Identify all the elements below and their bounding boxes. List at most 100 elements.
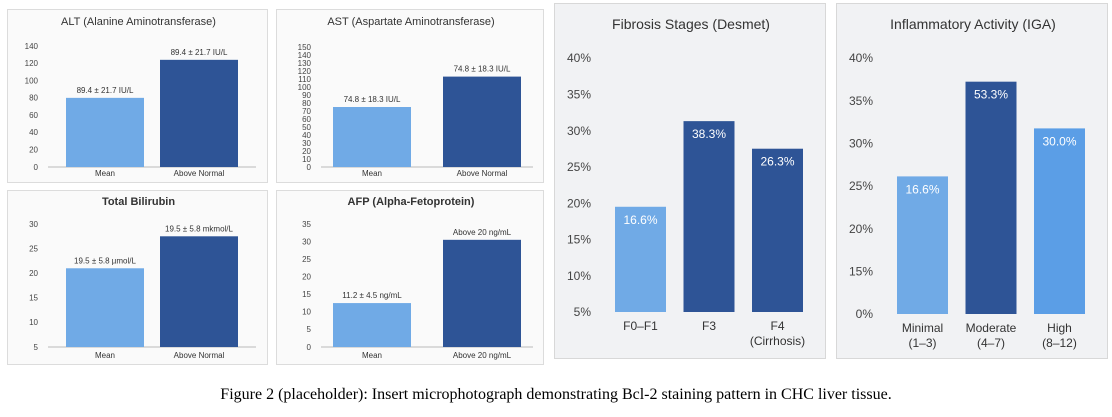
- x-category-label: F3: [702, 319, 716, 333]
- y-tick-label: 35%: [567, 87, 591, 101]
- chart-fibrosis: Fibrosis Stages (Desmet) 5% 10% 15% 20% 25% 30…: [554, 3, 826, 359]
- y-tick-label: 5: [34, 343, 39, 352]
- chart-title: ALT (Alanine Aminotransferase): [61, 16, 216, 28]
- bar: [965, 81, 1017, 315]
- bar: [333, 303, 411, 347]
- chart-afp: AFP (Alpha-Fetoprotein) 0 5 10 15 20 25 30 35 11.…: [276, 190, 544, 365]
- y-tick-label: 70: [302, 107, 311, 116]
- x-category-label: Above 20 ng/mL: [453, 351, 512, 360]
- bar: [66, 97, 144, 167]
- bar: [160, 59, 238, 168]
- y-tick-label: 20: [29, 146, 38, 155]
- bar: [615, 206, 666, 312]
- y-tick-label: 120: [298, 67, 312, 76]
- y-tick-label: 130: [298, 59, 312, 68]
- data-label: 11.2 ± 4.5 ng/mL: [342, 291, 402, 300]
- y-tick-label: 15%: [567, 233, 591, 247]
- y-tick-label: 35%: [849, 94, 873, 108]
- y-tick-label: 10%: [567, 269, 591, 283]
- y-tick-label: 50: [302, 123, 311, 132]
- y-tick-label: 0: [34, 163, 39, 172]
- y-tick-label: 40%: [849, 51, 873, 65]
- y-tick-label: 10: [29, 318, 38, 327]
- data-label: 74.8 ± 18.3 IU/L: [454, 65, 511, 74]
- chart-bilirubin-svg: Total Bilirubin 5 10 15 20 25 30 19.5 ± 5.8 µmo…: [29, 196, 256, 360]
- y-tick-label: 25%: [849, 179, 873, 193]
- figure-caption: Figure 2 (placeholder): Insert microphot…: [220, 386, 892, 403]
- data-label: Above 20 ng/mL: [453, 228, 512, 237]
- data-label: 19.5 ± 5.8 mkmol/L: [165, 224, 234, 233]
- y-tick-label: 0: [307, 163, 312, 172]
- data-label: 30.0%: [1042, 134, 1076, 148]
- x-category-label: Mean: [362, 169, 382, 178]
- y-tick-label: 20%: [567, 196, 591, 210]
- y-tick-label: 20: [29, 269, 38, 278]
- x-category-label: Moderate: [966, 321, 1017, 335]
- y-tick-label: 20%: [849, 222, 873, 236]
- y-tick-label: 0: [307, 343, 312, 352]
- chart-title: Fibrosis Stages (Desmet): [612, 16, 770, 32]
- data-label: 89.4 ± 21.7 IU/L: [171, 48, 228, 57]
- x-category-label: (Cirrhosis): [750, 334, 805, 348]
- y-tick-label: 35: [302, 220, 311, 229]
- bar: [333, 107, 411, 167]
- y-tick-label: 100: [298, 83, 312, 92]
- y-tick-label: 10: [302, 155, 311, 164]
- x-category-label: High: [1047, 321, 1072, 335]
- y-tick-label: 0%: [856, 307, 874, 321]
- x-category-label: Mean: [362, 351, 382, 360]
- data-label: 26.3%: [760, 155, 794, 169]
- x-category-label: (4–7): [977, 336, 1005, 350]
- y-tick-label: 30%: [567, 124, 591, 138]
- bar: [66, 268, 144, 347]
- chart-title: Total Bilirubin: [102, 196, 175, 208]
- chart-ast: AST (Aspartate Aminotransferase) 0 10 20 30 4…: [276, 9, 544, 183]
- y-tick-label: 15: [29, 294, 38, 303]
- y-tick-label: 40: [302, 131, 311, 140]
- y-tick-label: 40%: [567, 51, 591, 65]
- data-label: 38.3%: [692, 127, 726, 141]
- x-category-label: Minimal: [902, 321, 943, 335]
- y-tick-label: 25%: [567, 160, 591, 174]
- x-category-label: (1–3): [908, 336, 936, 350]
- bar: [752, 148, 803, 312]
- chart-inflammatory-svg: Inflammatory Activity (IGA) 0% 15% 20% 25% 30…: [849, 16, 1085, 350]
- x-category-label: F0–F1: [623, 319, 658, 333]
- chart-inflammatory: Inflammatory Activity (IGA) 0% 15% 20% 25% 30…: [836, 3, 1108, 359]
- y-tick-label: 110: [298, 75, 311, 84]
- x-category-label: F4: [770, 319, 784, 333]
- y-tick-label: 10: [302, 308, 311, 317]
- y-tick-label: 15: [302, 290, 311, 299]
- data-label: 16.6%: [623, 213, 657, 227]
- y-tick-label: 30: [29, 220, 38, 229]
- x-category-label: Above Normal: [174, 169, 225, 178]
- y-tick-label: 25: [29, 244, 38, 253]
- y-tick-label: 100: [25, 76, 39, 85]
- y-tick-label: 20: [302, 147, 311, 156]
- y-tick-label: 60: [302, 115, 311, 124]
- chart-alt-svg: ALT (Alanine Aminotransferase) 0 20 40 60 80 1…: [25, 16, 256, 178]
- chart-ast-svg: AST (Aspartate Aminotransferase) 01020304…: [298, 16, 533, 178]
- y-tick-label: 120: [25, 59, 39, 68]
- chart-title: Inflammatory Activity (IGA): [890, 16, 1056, 32]
- y-tick-label: 30: [302, 237, 311, 246]
- chart-afp-svg: AFP (Alpha-Fetoprotein) 0 5 10 15 20 25 30 35 11.…: [302, 196, 533, 360]
- data-label: 89.4 ± 21.7 IU/L: [77, 86, 134, 95]
- y-tick-label: 5: [307, 325, 312, 334]
- y-tick-label: 80: [302, 99, 311, 108]
- y-tick-label: 30: [302, 139, 311, 148]
- y-tick-label: 150: [298, 43, 312, 52]
- y-tick-label: 80: [29, 94, 38, 103]
- bar: [443, 76, 521, 167]
- y-tick-label: 40: [29, 128, 38, 137]
- data-label: 74.8 ± 18.3 IU/L: [344, 95, 401, 104]
- chart-alt: ALT (Alanine Aminotransferase) 0 20 40 60 80 1…: [7, 9, 268, 183]
- x-category-label: (8–12): [1042, 336, 1077, 350]
- y-tick-label: 140: [298, 51, 312, 60]
- chart-bilirubin: Total Bilirubin 5 10 15 20 25 30 19.5 ± 5.8 µmo…: [7, 190, 268, 365]
- y-tick-label: 5%: [574, 305, 592, 319]
- y-tick-label: 60: [29, 111, 38, 120]
- y-tick-label: 140: [25, 42, 39, 51]
- y-tick-label: 90: [302, 91, 311, 100]
- chart-fibrosis-svg: Fibrosis Stages (Desmet) 5% 10% 15% 20% 25% 30…: [567, 16, 805, 348]
